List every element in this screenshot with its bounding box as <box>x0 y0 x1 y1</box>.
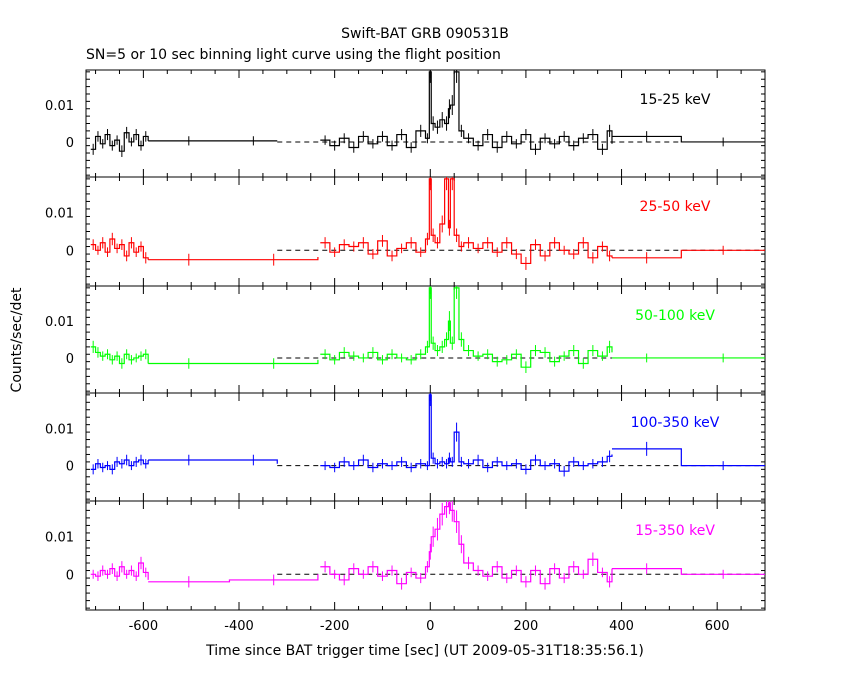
y-tick-label: 0.01 <box>45 422 74 437</box>
series-line <box>320 502 613 585</box>
panel-frame <box>85 392 766 502</box>
chart-subtitle: SN=5 or 10 sec binning light curve using… <box>86 47 501 63</box>
y-tick-label: 0 <box>66 136 74 151</box>
x-tick-label: 0 <box>426 619 434 634</box>
series-line <box>320 178 613 265</box>
band-label: 15-25 keV <box>640 92 711 108</box>
panels: 0 0.01 15-25 keV 0 0.01 25-50 keV 0 0.01 50-100 … <box>45 69 766 634</box>
y-tick-label: 0 <box>66 244 74 259</box>
series-line <box>320 394 613 472</box>
series-line <box>90 132 149 152</box>
y-tick-label: 0 <box>66 460 74 475</box>
band-label: 50-100 keV <box>635 308 715 324</box>
x-tick-label: 200 <box>514 619 539 634</box>
series-line <box>611 249 765 259</box>
x-axis-label: Time since BAT trigger time [sec] (UT 20… <box>205 643 644 659</box>
x-tick-label: -200 <box>320 619 350 634</box>
panel-frame <box>85 500 766 611</box>
series-group <box>90 501 765 590</box>
series-line <box>320 71 613 150</box>
series-line <box>611 448 765 467</box>
series-line <box>90 346 149 365</box>
series-line <box>148 359 319 365</box>
x-tick-label: -400 <box>224 619 254 634</box>
y-tick-label: 0.01 <box>45 315 74 330</box>
band-label: 15-350 keV <box>635 523 715 539</box>
y-tick-label: 0.01 <box>45 531 74 546</box>
chart-title: Swift-BAT GRB 090531B <box>341 26 509 42</box>
x-tick-label: -600 <box>129 619 159 634</box>
band-label: 25-50 keV <box>640 199 711 215</box>
series-line <box>90 459 149 470</box>
y-tick-label: 0 <box>66 568 74 583</box>
y-tick-label: 0.01 <box>45 99 74 114</box>
series-line <box>90 238 149 260</box>
panel-frame <box>85 285 766 394</box>
series-group <box>90 70 765 157</box>
series-group <box>90 286 765 373</box>
y-tick-label: 0 <box>66 352 74 367</box>
series-line <box>148 574 319 583</box>
series-line <box>148 257 319 261</box>
x-tick-label: 600 <box>705 619 730 634</box>
band-label: 100-350 keV <box>631 415 720 431</box>
panel-frame <box>85 69 766 178</box>
series-group <box>90 393 765 477</box>
x-tick-label: 400 <box>609 619 634 634</box>
series-group <box>90 177 765 270</box>
series-line <box>148 459 278 464</box>
series-line <box>611 568 765 575</box>
y-axis-label: Counts/sec/det <box>9 287 25 392</box>
series-line <box>611 135 765 143</box>
y-tick-label: 0.01 <box>45 207 74 222</box>
series-line <box>320 287 613 368</box>
series-line <box>90 562 149 580</box>
panel-frame <box>85 176 766 287</box>
